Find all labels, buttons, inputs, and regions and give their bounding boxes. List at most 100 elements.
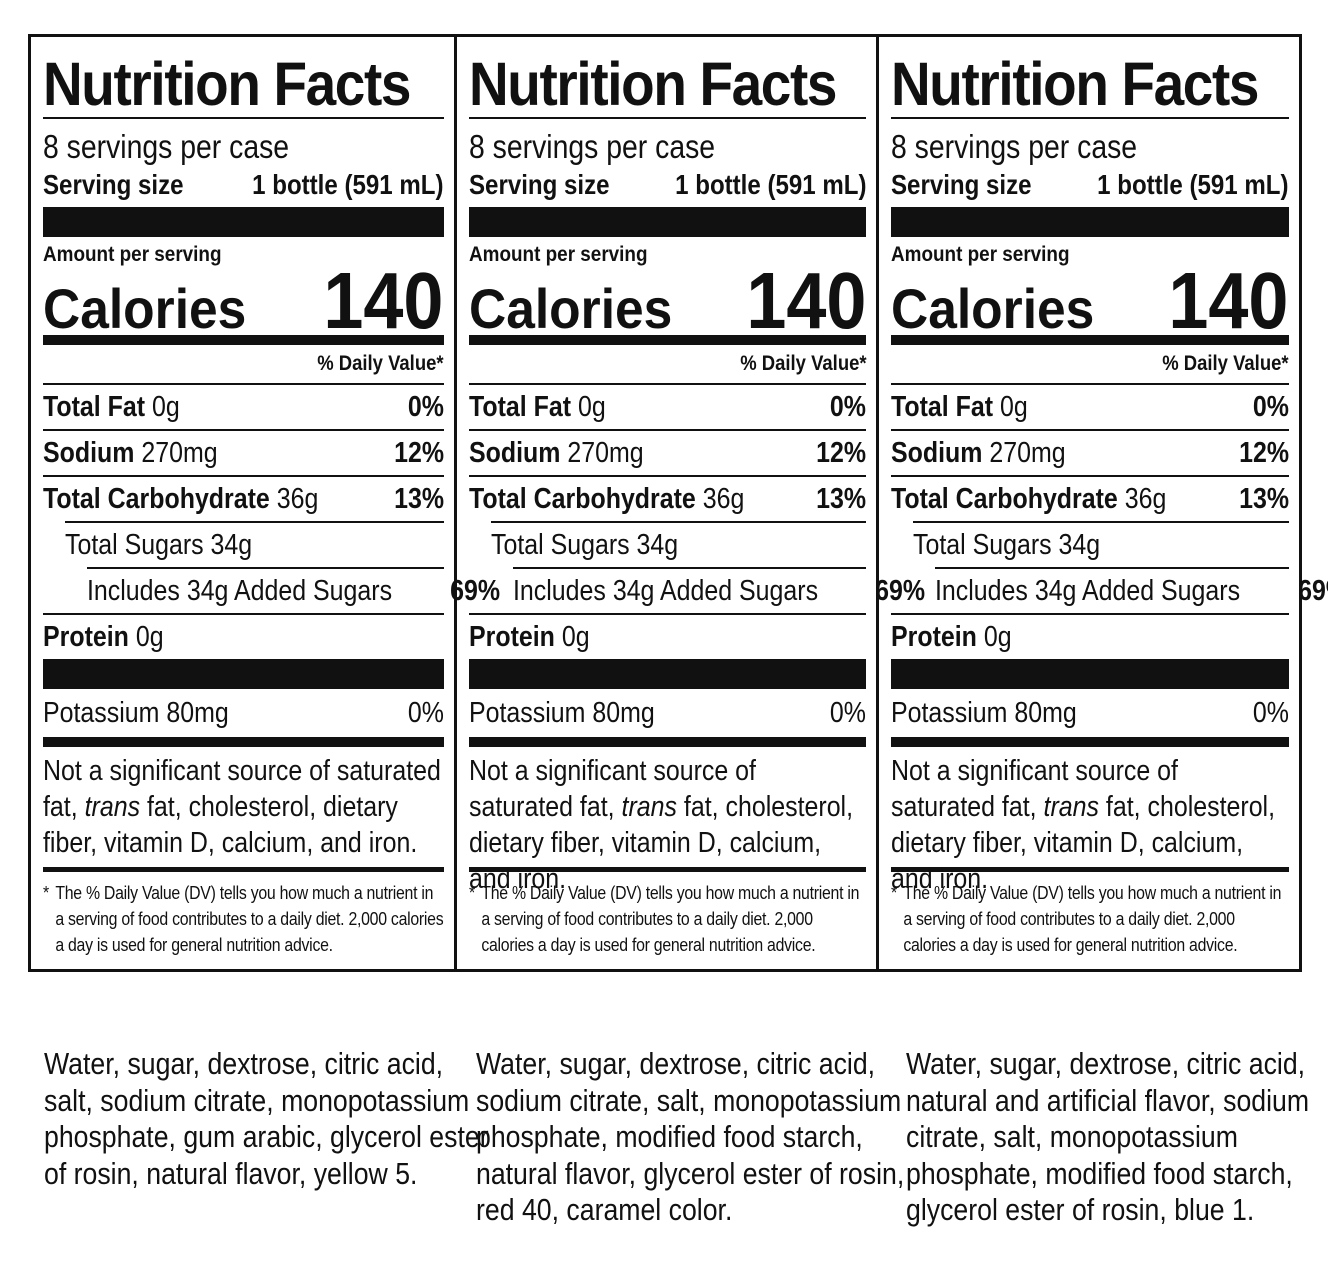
not-significant-note: Not a significant source of saturated fa…: [468, 747, 866, 895]
serving-size-row: Serving size 1 bottle (591 mL): [891, 167, 1289, 207]
calories-value: 140: [1168, 256, 1289, 345]
total-sugars-row: Total Sugars 34g: [891, 523, 1289, 567]
nutrition-facts-title: Nutrition Facts: [43, 50, 411, 118]
thick-divider: [468, 659, 867, 689]
daily-value-header: % Daily Value*: [469, 345, 867, 383]
calories-row: Calories 140: [43, 256, 444, 345]
protein-amount: 0g: [984, 620, 1012, 653]
total-sugars: Total Sugars 34g: [913, 528, 1101, 561]
sodium-row: Sodium 270mg 12%: [469, 431, 867, 475]
carbohydrate-amount: 36g: [276, 482, 319, 515]
calories-label: Calories: [43, 277, 247, 340]
footnote-text: The % Daily Value (DV) tells you how muc…: [55, 883, 444, 955]
carbohydrate-dv: 13%: [816, 482, 867, 515]
added-sugars-dv: 69%: [1298, 574, 1328, 607]
added-sugars-dv: 69%: [449, 574, 500, 607]
footnote-asterisk: *: [43, 883, 49, 903]
total-sugars-row: Total Sugars 34g: [43, 523, 444, 567]
daily-value-header-text: % Daily Value*: [739, 352, 867, 375]
ingredients-line: natural flavor, glycerol ester of rosin,: [476, 1155, 905, 1191]
note-end: fat, cholesterol, dietary fiber, vitamin…: [468, 791, 853, 895]
added-sugars: Includes 34g Added Sugars: [935, 574, 1241, 607]
total-fat-row: Total Fat 0g 0%: [43, 385, 444, 429]
thick-divider: [891, 659, 1289, 689]
total-sugars-row: Total Sugars 34g: [469, 523, 867, 567]
amount-per-serving: Amount per serving: [891, 243, 1070, 266]
carbohydrate-label: Total Carbohydrate: [468, 482, 696, 515]
protein-label: Protein: [891, 620, 978, 653]
not-significant-note: Not a significant source of saturated fa…: [891, 747, 1288, 895]
nutrition-label-1: Nutrition Facts 8 servings per case Serv…: [31, 37, 500, 969]
ingredients-line: glycerol ester of rosin, blue 1.: [906, 1192, 1255, 1227]
total-sugars: Total Sugars 34g: [490, 528, 678, 561]
thick-divider: [43, 207, 444, 237]
footnote-text: The % Daily Value (DV) tells you how muc…: [480, 883, 859, 955]
total-fat-amount: 0g: [1000, 390, 1029, 423]
sodium-amount: 270mg: [567, 436, 644, 469]
carbohydrate-row: Total Carbohydrate 36g 13%: [891, 477, 1289, 521]
ingredients-line: sodium citrate, salt, monopotassium: [476, 1082, 902, 1118]
serving-size-value: 1 bottle (591 mL): [1097, 169, 1289, 200]
note-trans: trans: [84, 791, 141, 823]
carbohydrate-label: Total Carbohydrate: [43, 482, 270, 515]
servings-per-container: 8 servings per case: [891, 128, 1138, 165]
added-sugars-row: Includes 34g Added Sugars 69%: [43, 569, 500, 613]
calories-value: 140: [323, 256, 444, 345]
added-sugars: Includes 34g Added Sugars: [87, 574, 393, 607]
total-fat-row: Total Fat 0g 0%: [469, 385, 867, 429]
carbohydrate-label: Total Carbohydrate: [891, 482, 1119, 515]
sodium-dv: 12%: [393, 436, 444, 469]
serving-size-row: Serving size 1 bottle (591 mL): [43, 167, 444, 207]
serving-size-label: Serving size: [891, 169, 1032, 200]
daily-value-header: % Daily Value*: [43, 345, 444, 383]
thick-divider: [43, 659, 444, 689]
calories-row: Calories 140: [469, 261, 867, 341]
potassium-row: Potassium 80mg 0%: [43, 689, 444, 737]
servings-per-container: 8 servings per case: [468, 128, 715, 165]
note-start: Not a significant source of saturated fa…: [468, 755, 756, 823]
carbohydrate-dv: 13%: [393, 482, 444, 515]
potassium-row: Potassium 80mg 0%: [891, 689, 1289, 737]
nutrition-facts-title: Nutrition Facts: [468, 50, 837, 118]
sodium-dv: 12%: [1239, 436, 1289, 469]
ingredients-line: natural and artificial flavor, sodium: [906, 1082, 1310, 1118]
footnote-asterisk: *: [891, 883, 898, 903]
sodium-label: Sodium: [468, 436, 561, 469]
ingredients-line: salt, sodium citrate, monopotassium: [44, 1082, 470, 1118]
daily-value-header-text: % Daily Value*: [317, 352, 444, 375]
protein-label: Protein: [468, 620, 555, 653]
calories-label: Calories: [891, 277, 1095, 340]
nutrition-labels-container: Nutrition Facts 8 servings per case Serv…: [28, 34, 1328, 972]
ingredients-line: Water, sugar, dextrose, citric acid,: [44, 1046, 444, 1081]
serving-size-row: Serving size 1 bottle (591 mL): [469, 167, 867, 207]
total-fat-dv: 0%: [830, 390, 867, 423]
serving-size-label: Serving size: [43, 169, 184, 200]
nutrition-label-2: Nutrition Facts 8 servings per case Serv…: [453, 37, 925, 969]
sodium-row: Sodium 270mg 12%: [43, 431, 444, 475]
carbohydrate-amount: 36g: [1125, 482, 1167, 515]
thick-divider: [468, 207, 867, 237]
protein-row: Protein 0g: [43, 615, 444, 659]
calories-label: Calories: [468, 277, 672, 340]
daily-value-footnote: * The % Daily Value (DV) tells you how m…: [891, 872, 1290, 958]
total-fat-label: Total Fat: [891, 390, 994, 423]
carbohydrate-row: Total Carbohydrate 36g 13%: [469, 477, 867, 521]
thick-divider: [891, 207, 1289, 237]
footnote-asterisk: *: [468, 883, 475, 903]
total-sugars: Total Sugars 34g: [65, 528, 253, 561]
protein-row: Protein 0g: [891, 615, 1289, 659]
sodium-amount: 270mg: [141, 436, 218, 469]
sodium-dv: 12%: [816, 436, 867, 469]
sodium-amount: 270mg: [989, 436, 1066, 469]
note-start: Not a significant source of saturated fa…: [43, 755, 441, 823]
total-fat-amount: 0g: [577, 390, 606, 423]
ingredients-line: of rosin, natural flavor, yellow 5.: [44, 1155, 418, 1191]
daily-value-header: % Daily Value*: [891, 345, 1289, 383]
nutrition-label-3: Nutrition Facts 8 servings per case Serv…: [876, 37, 1328, 969]
note-end: fat, cholesterol, dietary fiber, vitamin…: [891, 791, 1276, 895]
not-significant-note: Not a significant source of saturated fa…: [43, 747, 443, 867]
calories-row: Calories 140: [891, 256, 1289, 345]
amount-per-serving: Amount per serving: [468, 243, 648, 266]
nutrition-facts-title: Nutrition Facts: [891, 50, 1259, 118]
note-start: Not a significant source of saturated fa…: [891, 755, 1179, 823]
